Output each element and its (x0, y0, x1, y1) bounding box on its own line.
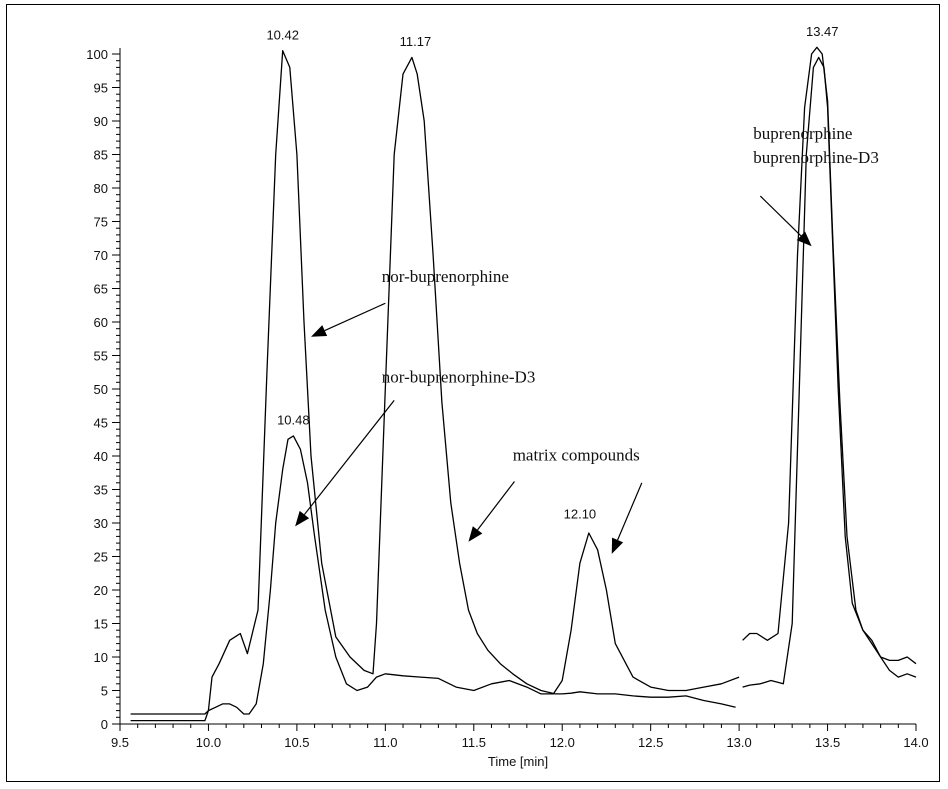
x-tick-label: 9.5 (111, 735, 129, 750)
x-tick-label: 11.5 (462, 735, 486, 750)
y-tick-label: 70 (94, 248, 108, 263)
annotation-text: nor-buprenorphine-D3 (382, 367, 536, 386)
x-tick-label: 11.0 (373, 735, 397, 750)
peak-label: 13.47 (806, 24, 839, 39)
y-tick-label: 65 (94, 282, 108, 297)
traces (130, 46, 917, 722)
x-tick-label: 10.5 (284, 735, 309, 750)
x-axis-title: Time [min] (488, 754, 548, 769)
y-tick-label: 75 (94, 215, 108, 230)
annotation-text: nor-buprenorphine (382, 267, 509, 286)
peak-label: 10.42 (266, 27, 299, 42)
annotation-text: buprenorphine (753, 124, 852, 143)
annotation-arrow (759, 195, 802, 237)
y-tick-label: 30 (94, 516, 108, 531)
y-tick-label: 10 (94, 650, 108, 665)
chart-frame (6, 4, 940, 782)
y-tick-label: 45 (94, 416, 108, 431)
x-tick-label: 13.5 (815, 735, 840, 750)
y-tick-label: 5 (101, 684, 108, 699)
y-tick-label: 15 (94, 617, 108, 632)
annotation-arrow (477, 481, 515, 531)
y-tick-label: 0 (101, 717, 108, 732)
annotation-text: matrix compounds (513, 446, 640, 465)
y-tick-label: 95 (94, 81, 108, 96)
x-tick-label: 13.0 (726, 735, 751, 750)
x-tick-label: 14.0 (903, 735, 928, 750)
axes: 9.5 10.0 10.5 11.0 11.5 12.0 12.5 13.0 13.5 14.0 0… (86, 47, 928, 769)
annotation-arrow (617, 482, 643, 541)
y-tick-label: 100 (86, 47, 108, 62)
y-tick-label: 85 (94, 148, 108, 163)
y-tick-label: 50 (94, 382, 108, 397)
trace-line-4 (742, 56, 917, 688)
annotations: nor-buprenorphine nor-buprenorphine-D3 mat… (295, 124, 879, 554)
annotation-arrowhead (796, 231, 812, 247)
annotation-arrow (324, 302, 386, 332)
y-tick-label: 55 (94, 349, 108, 364)
y-tick-label: 40 (94, 449, 108, 464)
peak-label: 12.10 (564, 506, 597, 521)
y-tick-label: 60 (94, 315, 108, 330)
annotation-arrowhead (295, 510, 310, 527)
peak-label: 10.48 (277, 413, 310, 428)
x-tick-label: 10.0 (196, 735, 221, 750)
y-tick-label: 35 (94, 483, 108, 498)
y-tick-label: 90 (94, 114, 108, 129)
trace-line-2 (130, 435, 740, 722)
annotation-arrowhead (311, 325, 328, 337)
y-tick-label: 20 (94, 583, 108, 598)
y-tick-label: 25 (94, 550, 108, 565)
x-tick-label: 12.0 (550, 735, 575, 750)
trace-line-1 (130, 50, 736, 715)
annotation-text: buprenorphine-D3 (753, 148, 879, 167)
annotation-arrowhead (468, 526, 483, 542)
annotation-arrow (303, 400, 395, 515)
peak-labels: 10.42 11.17 10.48 12.10 13.47 (266, 24, 838, 521)
annotation-arrowhead (611, 537, 624, 554)
y-tick-label: 80 (94, 181, 108, 196)
x-tick-label: 12.5 (638, 735, 663, 750)
peak-label: 11.17 (400, 34, 432, 49)
